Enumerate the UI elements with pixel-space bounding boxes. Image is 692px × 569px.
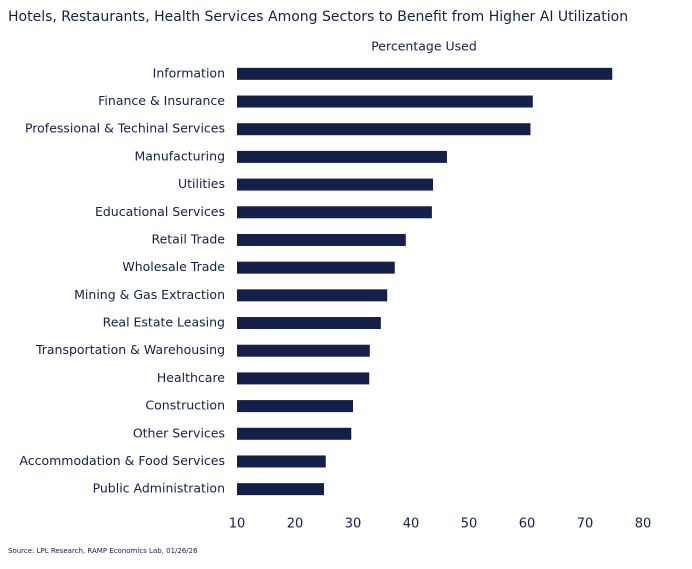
chart-subtitle: Percentage Used xyxy=(371,39,477,54)
bar xyxy=(237,150,447,163)
chart-title: Hotels, Restaurants, Health Services Amo… xyxy=(8,9,628,25)
bar xyxy=(237,123,531,136)
bar xyxy=(237,95,533,108)
y-tick-label: Real Estate Leasing xyxy=(103,315,225,330)
bar xyxy=(237,206,432,219)
x-tick-label: 30 xyxy=(345,517,362,532)
bar xyxy=(237,372,370,385)
x-tick-label: 50 xyxy=(461,517,478,532)
bar xyxy=(237,233,406,246)
x-tick-label: 80 xyxy=(635,517,652,532)
y-tick-label: Utilities xyxy=(178,176,225,191)
bar xyxy=(237,67,613,80)
x-tick-label: 70 xyxy=(577,517,594,532)
y-tick-label: Public Administration xyxy=(93,481,225,496)
x-tick-label: 10 xyxy=(229,517,246,532)
y-tick-label: Retail Trade xyxy=(151,231,225,246)
bar xyxy=(237,178,434,191)
bar xyxy=(237,427,352,440)
bar xyxy=(237,400,353,413)
bar xyxy=(237,483,324,496)
y-tick-label: Professional & Techinal Services xyxy=(25,121,225,136)
y-tick-label: Other Services xyxy=(133,425,225,440)
bar xyxy=(237,455,326,468)
y-tick-label: Information xyxy=(153,65,225,80)
y-tick-label: Healthcare xyxy=(157,370,225,385)
y-tick-label: Finance & Insurance xyxy=(98,93,225,108)
bar xyxy=(237,261,395,274)
bar xyxy=(237,344,370,357)
bar xyxy=(237,289,388,302)
y-tick-label: Transportation & Warehousing xyxy=(35,342,225,357)
bar xyxy=(237,317,381,330)
source-note: Source: LPL Research, RAMP Economics Lab… xyxy=(8,547,198,555)
x-tick-label: 60 xyxy=(519,517,536,532)
y-tick-label: Educational Services xyxy=(95,204,225,219)
y-tick-label: Accommodation & Food Services xyxy=(19,453,225,468)
x-tick-label: 20 xyxy=(287,517,304,532)
y-tick-label: Wholesale Trade xyxy=(122,259,225,274)
y-tick-label: Construction xyxy=(145,398,225,413)
y-tick-label: Mining & Gas Extraction xyxy=(74,287,225,302)
y-tick-label: Manufacturing xyxy=(134,148,225,163)
x-tick-label: 40 xyxy=(403,517,420,532)
